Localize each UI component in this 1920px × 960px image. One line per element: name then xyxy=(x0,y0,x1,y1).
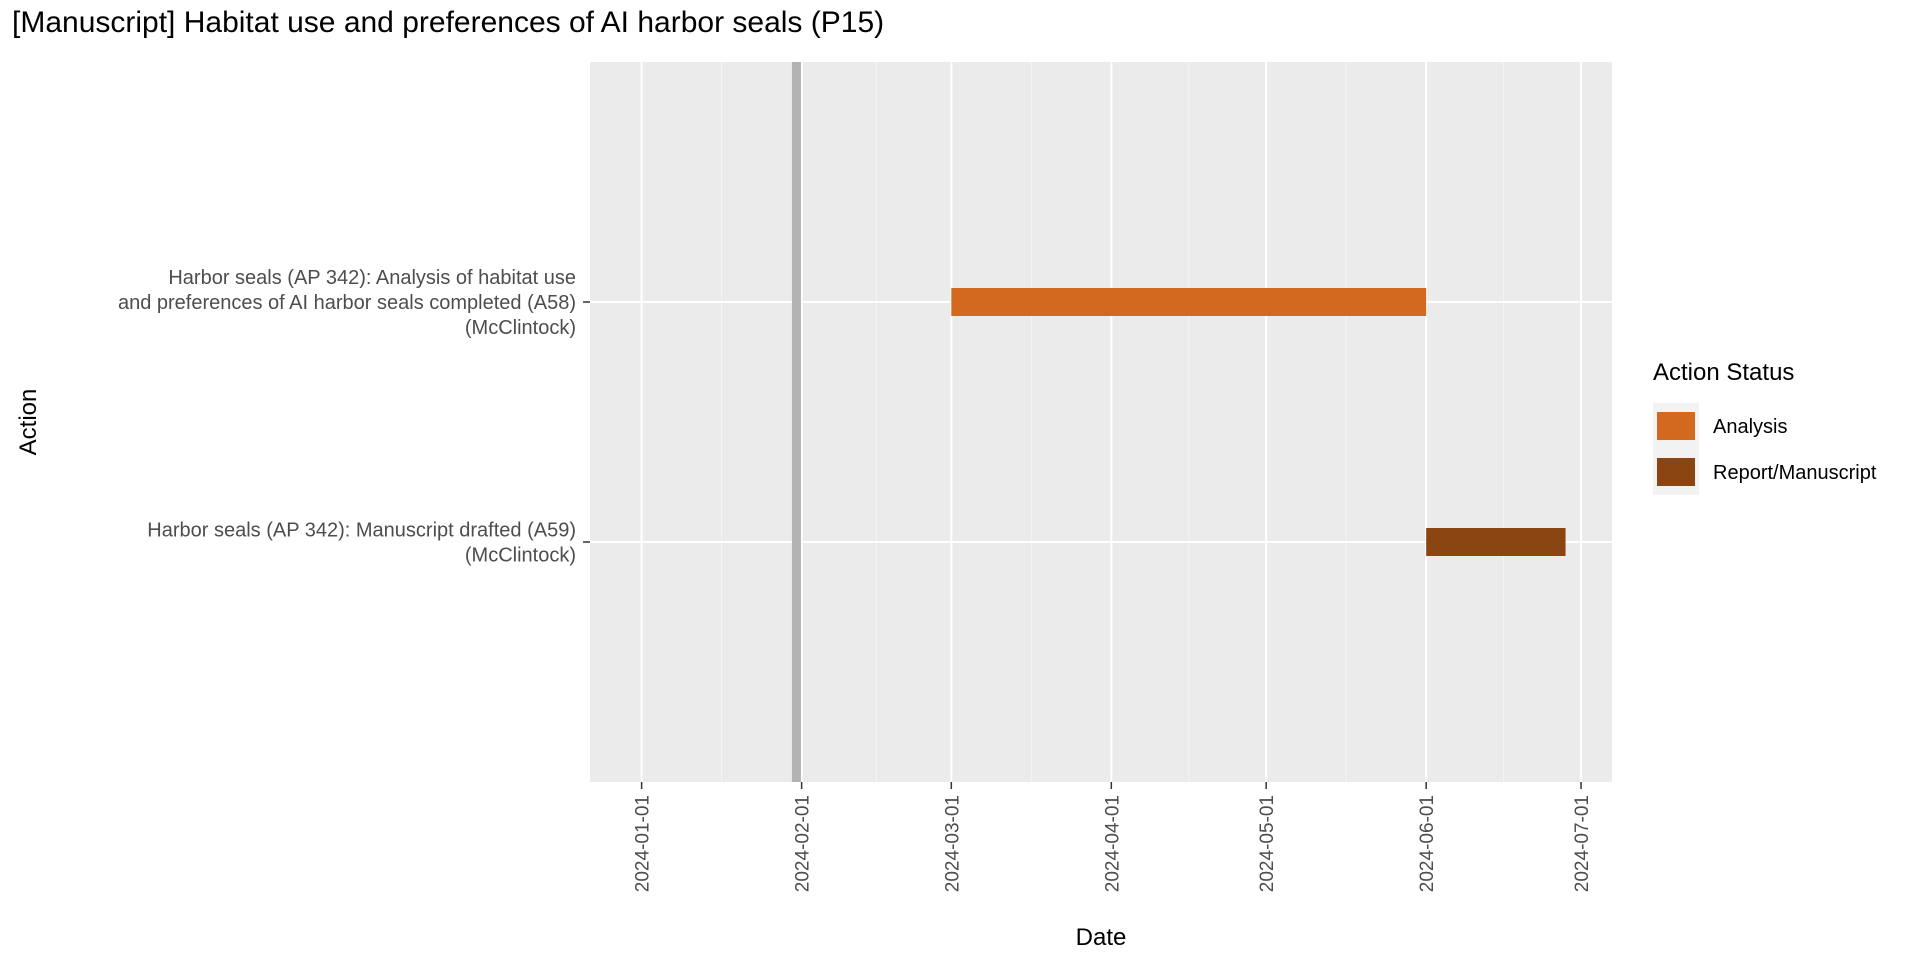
task-bars xyxy=(951,288,1566,556)
x-axis: 2024-01-01 2024-02-01 2024-03-01 2024-04-01… xyxy=(633,782,1593,892)
y-tick-label-line: (McClintock) xyxy=(465,545,576,567)
y-tick-label-line: (McClintock) xyxy=(465,317,576,339)
y-tick-label: Harbor seals (AP 342): Analysis of habit… xyxy=(118,267,576,339)
task-bar xyxy=(951,288,1427,316)
plot-panel xyxy=(590,62,1612,782)
x-tick-label: 2024-06-01 xyxy=(1417,795,1438,892)
legend-label: Analysis xyxy=(1713,416,1787,438)
legend-title: Action Status xyxy=(1653,359,1794,386)
legend-swatch xyxy=(1657,458,1695,486)
x-tick-label: 2024-07-01 xyxy=(1572,795,1593,892)
x-axis-label: Date xyxy=(1076,924,1127,951)
x-tick-label: 2024-04-01 xyxy=(1102,795,1123,892)
legend-swatch xyxy=(1657,412,1695,440)
x-tick-label: 2024-02-01 xyxy=(793,795,814,892)
y-axis-label: Action xyxy=(15,389,42,456)
legend: Action Status Analysis Report/Manuscript xyxy=(1653,359,1877,495)
y-tick-label-line: Harbor seals (AP 342): Analysis of habit… xyxy=(168,267,576,289)
y-tick-label-line: and preferences of AI harbor seals compl… xyxy=(118,292,576,314)
y-tick-label: Harbor seals (AP 342): Manuscript drafte… xyxy=(147,520,576,567)
x-tick-label: 2024-03-01 xyxy=(942,795,963,892)
y-tick-label-line: Harbor seals (AP 342): Manuscript drafte… xyxy=(147,520,576,542)
x-tick-label: 2024-01-01 xyxy=(633,795,654,892)
y-axis: Harbor seals (AP 342): Analysis of habit… xyxy=(118,267,590,567)
task-bar xyxy=(1426,528,1566,556)
legend-label: Report/Manuscript xyxy=(1713,462,1877,484)
x-tick-label: 2024-05-01 xyxy=(1257,795,1278,892)
chart-title: [Manuscript] Habitat use and preferences… xyxy=(12,6,885,39)
